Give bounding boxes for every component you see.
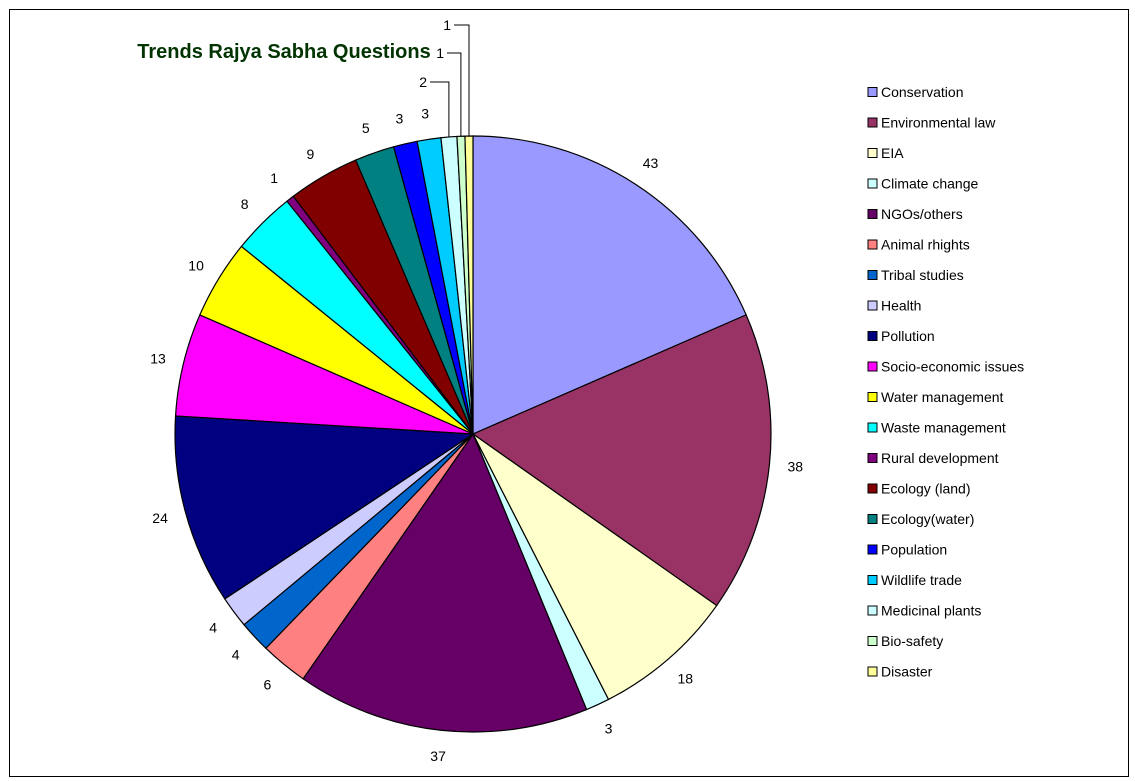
legend-swatch-conservation [868, 88, 877, 97]
legend-label-ecology-water: Ecology(water) [881, 511, 974, 527]
legend-label-waste-management: Waste management [881, 420, 1006, 436]
legend-swatch-socio-economic-issues [868, 362, 877, 371]
legend-swatch-animal-rhights [868, 240, 877, 249]
data-label-environmental-law: 38 [788, 459, 804, 475]
legend-swatch-disaster [868, 667, 877, 676]
legend-label-water-management: Water management [881, 389, 1004, 405]
pie-chart: Trends Rajya Sabha Questions 43381833764… [10, 10, 1128, 776]
leader-line-medicinal-plants [430, 82, 449, 137]
data-label-animal-rhights: 6 [264, 676, 272, 692]
legend-swatch-climate-change [868, 179, 877, 188]
legend-label-eia: EIA [881, 145, 904, 161]
data-label-ecology-land: 9 [307, 146, 315, 162]
legend-label-population: Population [881, 542, 947, 558]
legend-swatch-eia [868, 149, 877, 158]
data-label-wildlife-trade: 3 [421, 106, 429, 122]
data-label-health: 4 [209, 620, 217, 636]
legend-label-environmental-law: Environmental law [881, 115, 996, 131]
legend-label-wildlife-trade: Wildlife trade [881, 572, 962, 588]
data-label-pollution: 24 [152, 510, 168, 526]
data-label-socio-economic-issues: 13 [150, 350, 166, 366]
legend-swatch-medicinal-plants [868, 606, 877, 615]
legend-label-disaster: Disaster [881, 664, 933, 680]
legend-label-tribal-studies: Tribal studies [881, 267, 964, 283]
legend-swatch-ngos-others [868, 210, 877, 219]
data-label-water-management: 10 [188, 258, 204, 274]
legend-label-climate-change: Climate change [881, 176, 978, 192]
data-label-bio-safety: 1 [436, 45, 444, 61]
legend-swatch-rural-development [868, 454, 877, 463]
legend-swatch-population [868, 545, 877, 554]
data-label-rural-development: 1 [270, 170, 278, 186]
data-label-medicinal-plants: 2 [419, 74, 427, 90]
legend-label-conservation: Conservation [881, 84, 964, 100]
pie-slices [175, 136, 771, 732]
legend-label-medicinal-plants: Medicinal plants [881, 603, 981, 619]
legend-label-bio-safety: Bio-safety [881, 633, 943, 649]
data-label-population: 3 [396, 111, 404, 127]
legend-label-ecology-land: Ecology (land) [881, 481, 971, 497]
legend-label-pollution: Pollution [881, 328, 935, 344]
leader-lines [430, 25, 469, 137]
legend-label-rural-development: Rural development [881, 450, 999, 466]
legend-label-ngos-others: NGOs/others [881, 206, 963, 222]
chart-frame: Trends Rajya Sabha Questions 43 38 18 3 37 6 4… [9, 9, 1129, 777]
legend-swatch-tribal-studies [868, 271, 877, 280]
legend-swatch-waste-management [868, 423, 877, 432]
data-label-tribal-studies: 4 [232, 647, 240, 663]
chart-title: Trends Rajya Sabha Questions [137, 41, 430, 63]
legend-swatch-bio-safety [868, 637, 877, 646]
data-label-ecology-water: 5 [362, 120, 370, 136]
legend-swatch-water-management [868, 393, 877, 402]
legend-label-socio-economic-issues: Socio-economic issues [881, 359, 1024, 375]
legend-label-animal-rhights: Animal rhights [881, 237, 970, 253]
legend-swatch-ecology-water [868, 515, 877, 524]
legend-swatch-wildlife-trade [868, 576, 877, 585]
data-label-conservation: 43 [643, 155, 659, 171]
data-label-climate-change: 3 [605, 720, 613, 736]
leader-line-disaster [454, 25, 469, 136]
data-label-ngos-others: 37 [430, 748, 446, 764]
legend-label-health: Health [881, 298, 921, 314]
legend-swatch-ecology-land [868, 484, 877, 493]
legend-swatch-pollution [868, 332, 877, 341]
data-label-eia: 18 [678, 671, 694, 687]
legend-swatch-health [868, 301, 877, 310]
legend: Conservation Environmental law EIA Climate … [868, 84, 1024, 680]
data-label-disaster: 1 [443, 17, 451, 33]
legend-swatch-environmental-law [868, 118, 877, 127]
data-label-waste-management: 8 [241, 196, 249, 212]
